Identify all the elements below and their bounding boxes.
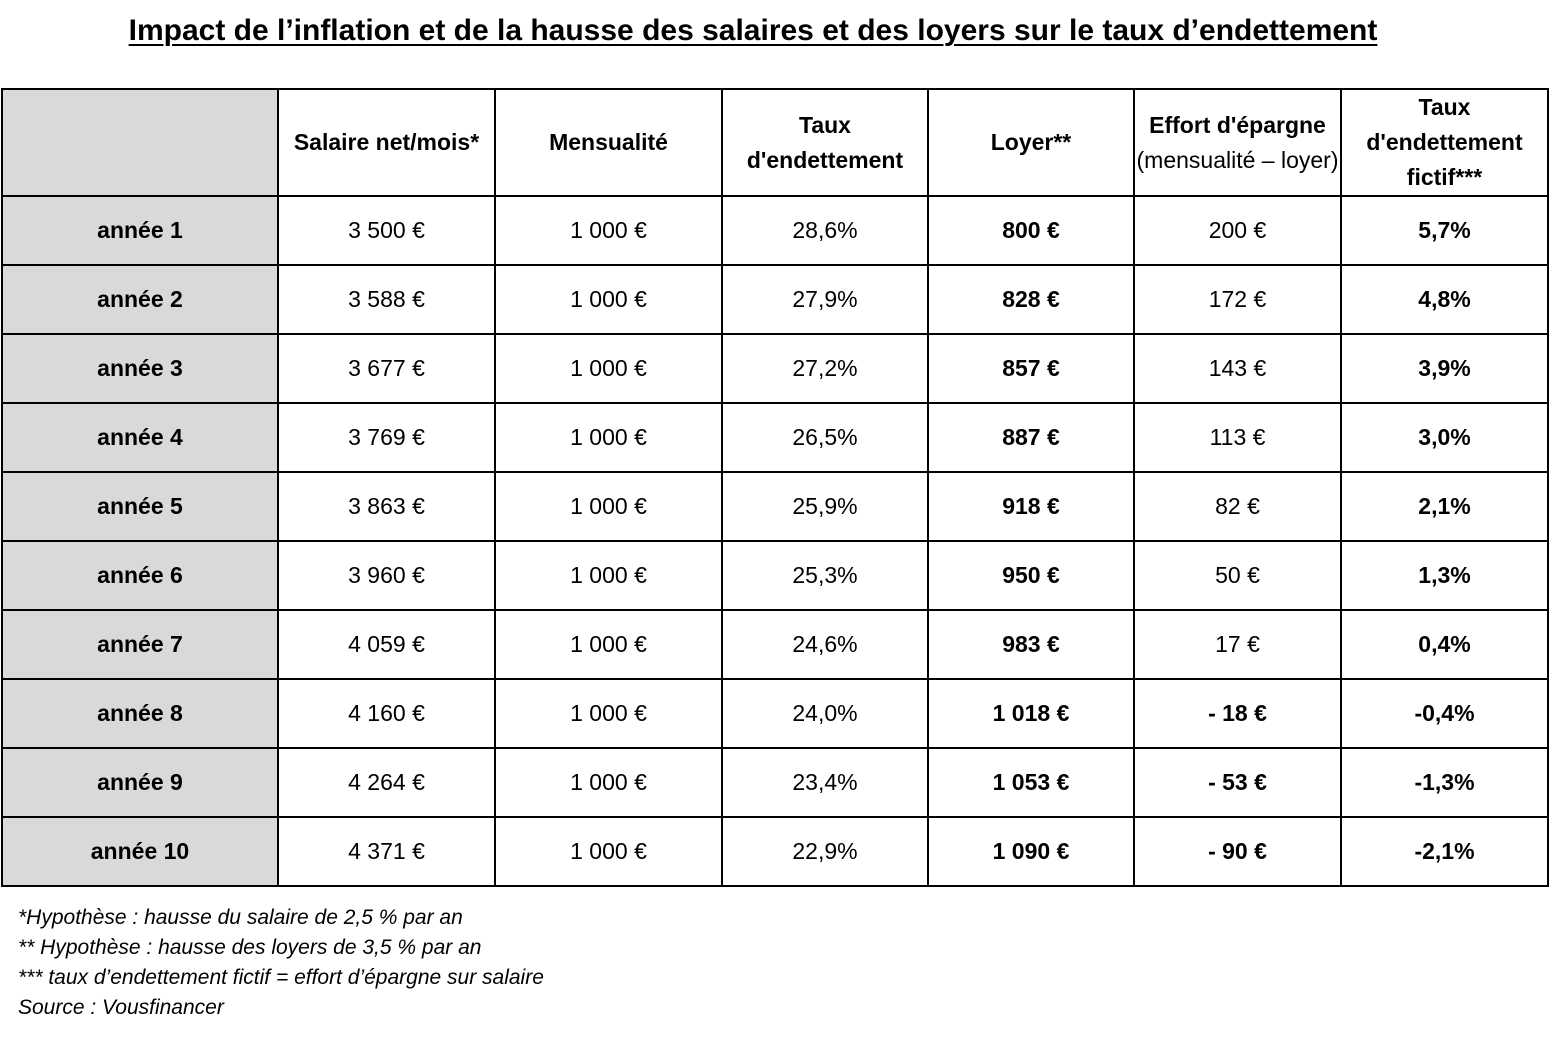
- cell-salaire: 3 769 €: [277, 402, 496, 473]
- cell-mensualite: 1 000 €: [494, 264, 723, 335]
- cell-mensualite: 1 000 €: [494, 747, 723, 818]
- cell-mensualite: 1 000 €: [494, 195, 723, 266]
- cell-taux-fictif: 0,4%: [1340, 609, 1549, 680]
- cell-taux-endettement: 24,6%: [721, 609, 929, 680]
- cell-salaire: 3 677 €: [277, 333, 496, 404]
- cell-mensualite: 1 000 €: [494, 402, 723, 473]
- cell-taux-fictif: -0,4%: [1340, 678, 1549, 749]
- cell-annee: année 1: [1, 195, 279, 266]
- cell-mensualite: 1 000 €: [494, 540, 723, 611]
- cell-taux-fictif: 4,8%: [1340, 264, 1549, 335]
- cell-loyer: 828 €: [927, 264, 1135, 335]
- header-effort-epargne-subtitle: (mensualité – loyer): [1136, 146, 1339, 173]
- cell-taux-endettement: 25,3%: [721, 540, 929, 611]
- cell-effort-epargne: - 53 €: [1133, 747, 1342, 818]
- cell-salaire: 4 264 €: [277, 747, 496, 818]
- cell-taux-endettement: 22,9%: [721, 816, 929, 887]
- cell-effort-epargne: 172 €: [1133, 264, 1342, 335]
- cell-salaire: 4 371 €: [277, 816, 496, 887]
- cell-annee: année 5: [1, 471, 279, 542]
- cell-loyer: 950 €: [927, 540, 1135, 611]
- cell-annee: année 6: [1, 540, 279, 611]
- header-taux-endettement: Taux d'endettement: [721, 88, 929, 197]
- cell-annee: année 10: [1, 816, 279, 887]
- cell-effort-epargne: 17 €: [1133, 609, 1342, 680]
- cell-loyer: 857 €: [927, 333, 1135, 404]
- cell-salaire: 4 160 €: [277, 678, 496, 749]
- cell-loyer: 887 €: [927, 402, 1135, 473]
- cell-taux-endettement: 25,9%: [721, 471, 929, 542]
- cell-salaire: 3 500 €: [277, 195, 496, 266]
- cell-loyer: 918 €: [927, 471, 1135, 542]
- cell-effort-epargne: 200 €: [1133, 195, 1342, 266]
- page-title: Impact de l’inflation et de la hausse de…: [128, 14, 1378, 47]
- cell-taux-endettement: 27,2%: [721, 333, 929, 404]
- cell-mensualite: 1 000 €: [494, 609, 723, 680]
- cell-taux-endettement: 26,5%: [721, 402, 929, 473]
- cell-annee: année 3: [1, 333, 279, 404]
- cell-annee: année 8: [1, 678, 279, 749]
- cell-annee: année 4: [1, 402, 279, 473]
- cell-effort-epargne: 143 €: [1133, 333, 1342, 404]
- cell-taux-fictif: 3,0%: [1340, 402, 1549, 473]
- cell-taux-fictif: 1,3%: [1340, 540, 1549, 611]
- cell-loyer: 1 053 €: [927, 747, 1135, 818]
- data-table: Salaire net/mois* Mensualité Taux d'ende…: [1, 88, 1549, 887]
- header-effort-epargne-title: Effort d'épargne: [1149, 111, 1326, 138]
- cell-mensualite: 1 000 €: [494, 333, 723, 404]
- cell-taux-endettement: 23,4%: [721, 747, 929, 818]
- cell-effort-epargne: - 90 €: [1133, 816, 1342, 887]
- cell-loyer: 983 €: [927, 609, 1135, 680]
- header-loyer: Loyer**: [927, 88, 1135, 197]
- header-mensualite: Mensualité: [494, 88, 723, 197]
- cell-taux-endettement: 27,9%: [721, 264, 929, 335]
- cell-taux-fictif: -2,1%: [1340, 816, 1549, 887]
- cell-annee: année 9: [1, 747, 279, 818]
- table-row: année 10 4 371 €1 000 €22,9% 1 090 € - 90 €…: [1, 816, 1549, 887]
- cell-taux-endettement: 24,0%: [721, 678, 929, 749]
- header-salaire: Salaire net/mois*: [277, 88, 496, 197]
- cell-loyer: 1 018 €: [927, 678, 1135, 749]
- header-row: Salaire net/mois* Mensualité Taux d'ende…: [1, 88, 1549, 197]
- cell-effort-epargne: 50 €: [1133, 540, 1342, 611]
- cell-taux-endettement: 28,6%: [721, 195, 929, 266]
- cell-annee: année 7: [1, 609, 279, 680]
- cell-salaire: 3 960 €: [277, 540, 496, 611]
- cell-effort-epargne: - 18 €: [1133, 678, 1342, 749]
- footnote-salaire: *Hypothèse : hausse du salaire de 2,5 % …: [18, 906, 463, 929]
- cell-taux-fictif: 3,9%: [1340, 333, 1549, 404]
- cell-salaire: 4 059 €: [277, 609, 496, 680]
- cell-taux-fictif: 2,1%: [1340, 471, 1549, 542]
- cell-loyer: 800 €: [927, 195, 1135, 266]
- cell-effort-epargne: 113 €: [1133, 402, 1342, 473]
- cell-effort-epargne: 82 €: [1133, 471, 1342, 542]
- footnote-taux-fictif: *** taux d’endettement fictif = effort d…: [18, 966, 544, 989]
- cell-mensualite: 1 000 €: [494, 471, 723, 542]
- cell-salaire: 3 588 €: [277, 264, 496, 335]
- footnotes: *Hypothèse : hausse du salaire de 2,5 % …: [18, 903, 544, 1023]
- footnote-source: Source : Vousfinancer: [18, 996, 224, 1019]
- header-corner-cell: [1, 88, 279, 197]
- cell-annee: année 2: [1, 264, 279, 335]
- cell-loyer: 1 090 €: [927, 816, 1135, 887]
- cell-taux-fictif: 5,7%: [1340, 195, 1549, 266]
- cell-mensualite: 1 000 €: [494, 678, 723, 749]
- header-taux-fictif: Taux d'endettement fictif***: [1340, 88, 1549, 197]
- header-effort-epargne: Effort d'épargne (mensualité – loyer): [1133, 88, 1342, 197]
- footnote-loyers: ** Hypothèse : hausse des loyers de 3,5 …: [18, 936, 482, 959]
- cell-mensualite: 1 000 €: [494, 816, 723, 887]
- cell-taux-fictif: -1,3%: [1340, 747, 1549, 818]
- cell-salaire: 3 863 €: [277, 471, 496, 542]
